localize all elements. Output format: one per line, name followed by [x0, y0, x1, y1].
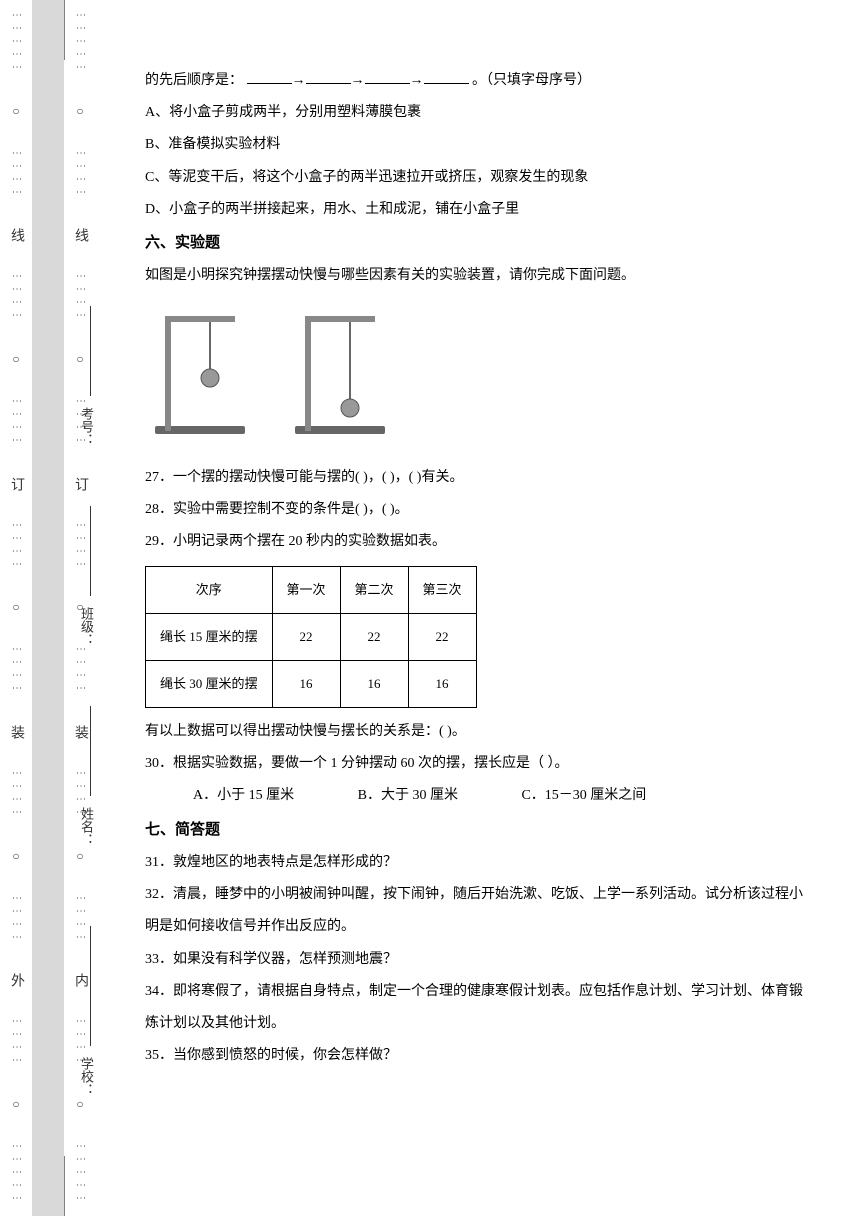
cell: 22 [272, 614, 340, 661]
blank[interactable] [424, 68, 469, 84]
circle: ○ [12, 1097, 19, 1112]
seq-prefix: 的先后顺序是： [145, 73, 243, 88]
binding-col-outer: ⋮⋮⋮⋮⋮ ○ ⋮⋮⋮⋮ 线 ⋮⋮⋮⋮ ○ ⋮⋮⋮⋮ 订 ⋮⋮⋮⋮ ○ ⋮⋮⋮⋮… [0, 0, 32, 1216]
q30-opt-b: B．大于 30 厘米 [358, 788, 458, 803]
cell: 绳长 15 厘米的摆 [146, 614, 273, 661]
label-outer: 外 [6, 973, 26, 987]
arrow: → [410, 73, 424, 88]
label-pack: 装 [6, 725, 26, 739]
dots: ⋮⋮⋮⋮ [75, 271, 85, 323]
q30-opt-c: C．15－30 厘米之间 [521, 788, 646, 803]
dots: ⋮⋮⋮⋮ [11, 1016, 21, 1068]
th-3: 第三次 [408, 567, 476, 614]
page-content: 的先后顺序是： → → → 。（只填字母序号） A、将小盒子剪成两半，分别用塑料薄膜… [145, 65, 815, 1072]
circle: ○ [12, 849, 19, 864]
experiment-intro: 如图是小明探究钟摆摆动快慢与哪些因素有关的实验装置，请你完成下面问题。 [145, 260, 815, 292]
cell: 16 [340, 661, 408, 708]
label-line: 线 [70, 228, 90, 242]
dots: ⋮⋮⋮⋮⋮ [75, 10, 85, 75]
question-29: 29．小明记录两个摆在 20 秒内的实验数据如表。 [145, 526, 815, 558]
question-31: 31．敦煌地区的地表特点是怎样形成的？ [145, 847, 815, 879]
table-header-row: 次序 第一次 第二次 第三次 [146, 567, 477, 614]
th-1: 第一次 [272, 567, 340, 614]
cell: 22 [340, 614, 408, 661]
dots: ⋮⋮⋮⋮ [11, 148, 21, 200]
dots: ⋮⋮⋮⋮ [75, 893, 85, 945]
blank[interactable] [306, 68, 351, 84]
cell: 22 [408, 614, 476, 661]
circle: ○ [12, 104, 19, 119]
circle: ○ [12, 600, 19, 615]
table-row: 绳长 15 厘米的摆 22 22 22 [146, 614, 477, 661]
arrow: → [351, 73, 365, 88]
section-6-title: 六、实验题 [145, 226, 815, 261]
dots: ⋮⋮⋮⋮⋮ [11, 1141, 21, 1206]
circle: ○ [76, 1097, 83, 1112]
q30-options: A．小于 15 厘米 B．大于 30 厘米 C．15－30 厘米之间 [145, 780, 815, 812]
question-27: 27．一个摆的摆动快慢可能与摆的( )，( )，( )有关。 [145, 462, 815, 494]
question-30: 30．根据实验数据，要做一个 1 分钟摆动 60 次的摆，摆长应是（ ）。 [145, 748, 815, 780]
q30-opt-a: A．小于 15 厘米 [193, 788, 294, 803]
circle: ○ [76, 600, 83, 615]
circle: ○ [12, 352, 19, 367]
label-bind: 订 [70, 477, 90, 491]
option-b: B、准备模拟实验材料 [145, 129, 815, 161]
option-c: C、等泥变干后，将这个小盒子的两半迅速拉开或挤压，观察发生的现象 [145, 162, 815, 194]
blank[interactable] [365, 68, 410, 84]
label-bind: 订 [6, 477, 26, 491]
dots: ⋮⋮⋮⋮ [11, 644, 21, 696]
option-d: D、小盒子的两半拼接起来，用水、土和成泥，铺在小盒子里 [145, 194, 815, 226]
question-28: 28．实验中需要控制不变的条件是( )，( )。 [145, 494, 815, 526]
q29-conclusion: 有以上数据可以得出摆动快慢与摆长的关系是：( )。 [145, 716, 815, 748]
arrow: → [292, 73, 306, 88]
dots: ⋮⋮⋮⋮ [75, 520, 85, 572]
label-line: 线 [6, 228, 26, 242]
cell: 16 [272, 661, 340, 708]
dots: ⋮⋮⋮⋮ [11, 396, 21, 448]
th-2: 第二次 [340, 567, 408, 614]
data-table: 次序 第一次 第二次 第三次 绳长 15 厘米的摆 22 22 22 绳长 30… [145, 566, 477, 708]
pendulum-diagram [145, 301, 815, 454]
dots: ⋮⋮⋮⋮ [75, 1016, 85, 1068]
blank[interactable] [247, 68, 292, 84]
cell: 绳长 30 厘米的摆 [146, 661, 273, 708]
question-33: 33．如果没有科学仪器，怎样预测地震？ [145, 944, 815, 976]
seq-suffix: 。（只填字母序号） [472, 73, 591, 88]
binding-col-form: 学校： 姓名： 班级： 考号： [32, 0, 64, 1216]
question-35: 35．当你感到愤怒的时候，你会怎样做？ [145, 1040, 815, 1072]
dots: ⋮⋮⋮⋮ [75, 768, 85, 820]
label-inner: 内 [70, 973, 90, 987]
dots: ⋮⋮⋮⋮ [11, 768, 21, 820]
cell: 16 [408, 661, 476, 708]
dots: ⋮⋮⋮⋮ [11, 271, 21, 323]
th-order: 次序 [146, 567, 273, 614]
option-a: A、将小盒子剪成两半，分别用塑料薄膜包裹 [145, 97, 815, 129]
binding-col-inner: ⋮⋮⋮⋮⋮ ○ ⋮⋮⋮⋮ 线 ⋮⋮⋮⋮ ○ ⋮⋮⋮⋮ 订 ⋮⋮⋮⋮ ○ ⋮⋮⋮⋮… [64, 0, 96, 1216]
dots: ⋮⋮⋮⋮ [11, 520, 21, 572]
table-row: 绳长 30 厘米的摆 16 16 16 [146, 661, 477, 708]
circle: ○ [76, 849, 83, 864]
dots: ⋮⋮⋮⋮⋮ [75, 1141, 85, 1206]
circle: ○ [76, 104, 83, 119]
label-pack: 装 [70, 725, 90, 739]
circle: ○ [76, 352, 83, 367]
section-7-title: 七、简答题 [145, 813, 815, 848]
dots: ⋮⋮⋮⋮⋮ [11, 10, 21, 75]
dots: ⋮⋮⋮⋮ [75, 644, 85, 696]
sequence-line: 的先后顺序是： → → → 。（只填字母序号） [145, 65, 815, 97]
binding-gutter: ⋮⋮⋮⋮⋮ ○ ⋮⋮⋮⋮ 线 ⋮⋮⋮⋮ ○ ⋮⋮⋮⋮ 订 ⋮⋮⋮⋮ ○ ⋮⋮⋮⋮… [0, 0, 130, 1216]
question-32: 32．清晨，睡梦中的小明被闹钟叫醒，按下闹钟，随后开始洗漱、吃饭、上学一系列活动… [145, 879, 815, 943]
dots: ⋮⋮⋮⋮ [11, 893, 21, 945]
question-34: 34．即将寒假了，请根据自身特点，制定一个合理的健康寒假计划表。应包括作息计划、… [145, 976, 815, 1040]
dots: ⋮⋮⋮⋮ [75, 148, 85, 200]
dots: ⋮⋮⋮⋮ [75, 396, 85, 448]
